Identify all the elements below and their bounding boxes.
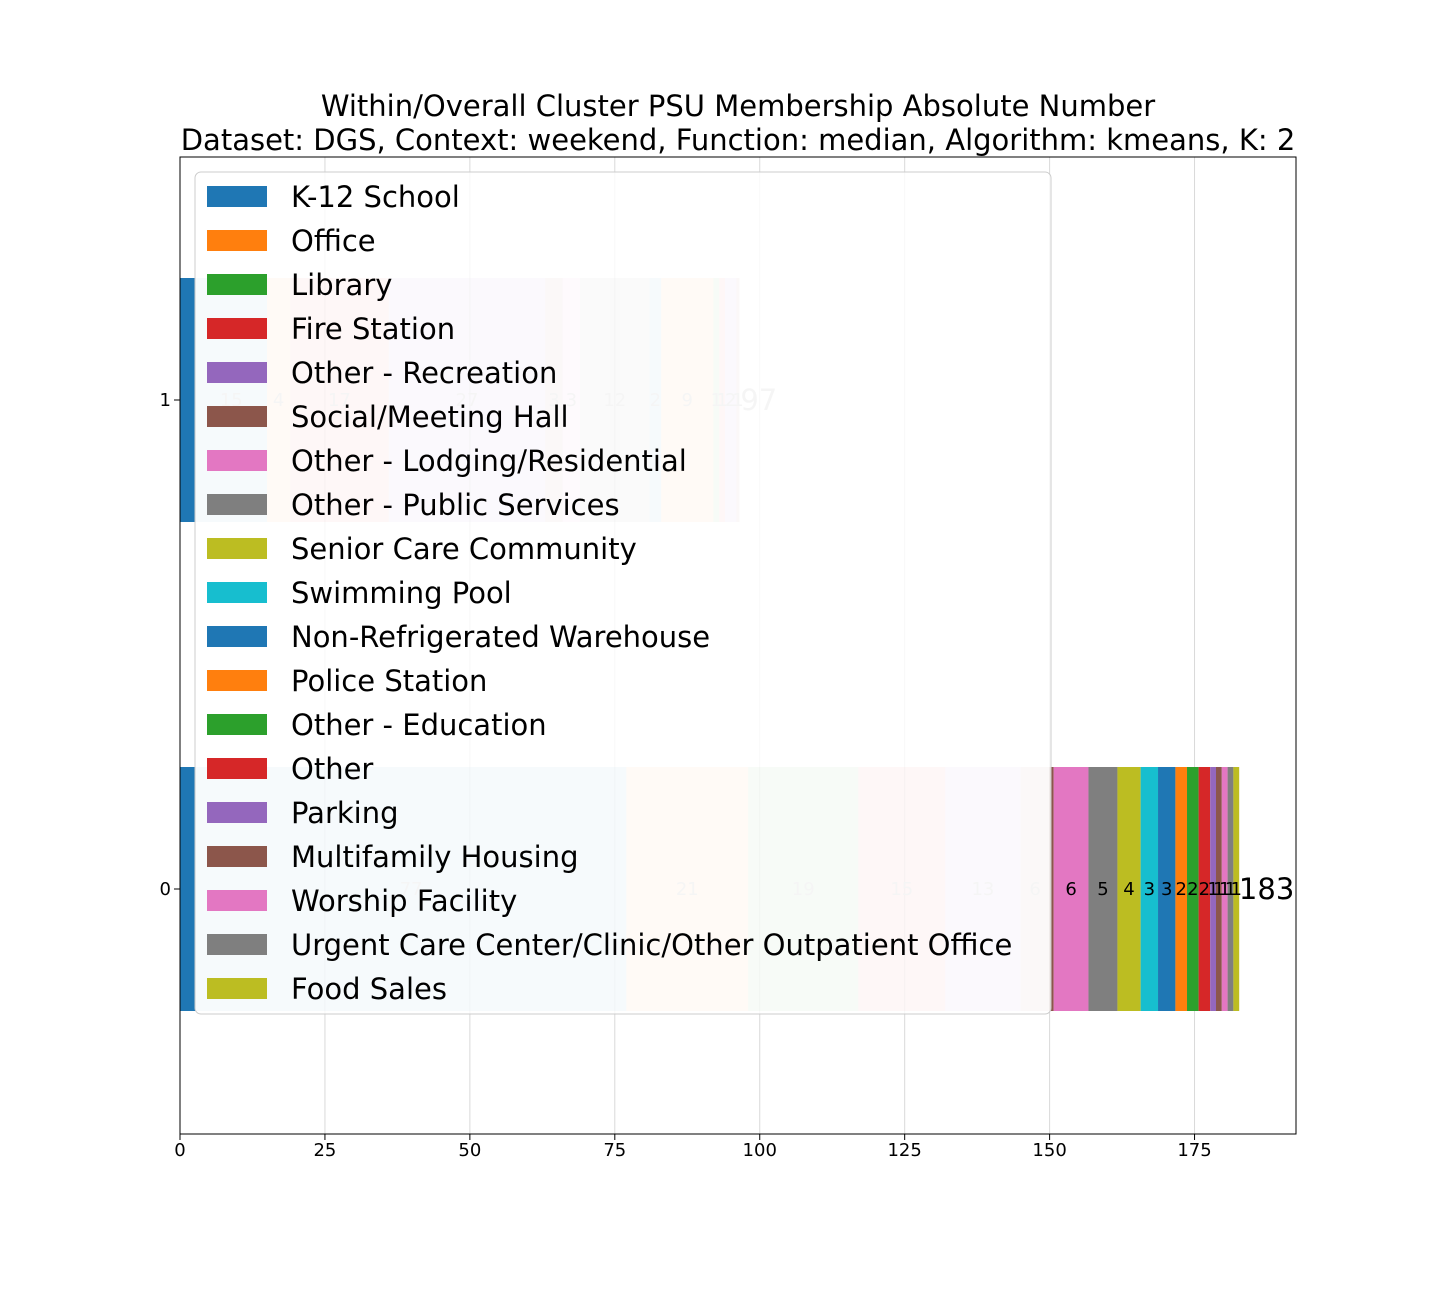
x-tick-label-5: 125: [887, 1140, 921, 1161]
legend-swatch-6: [207, 450, 267, 471]
legend-swatch-17: [207, 934, 267, 955]
legend-swatch-14: [207, 802, 267, 823]
legend-swatch-9: [207, 582, 267, 603]
bar-0-segment-label-18: 1: [1219, 879, 1230, 900]
legend-swatch-3: [207, 318, 267, 339]
legend-swatch-12: [207, 714, 267, 735]
bar-0-segment-0: [180, 767, 196, 1011]
bar-0-segment-12: [1158, 767, 1176, 1011]
bar-0-segment-label-19: 1: [1225, 879, 1236, 900]
bar-0-segment-label-20: 1: [1231, 879, 1242, 900]
legend-label-10: Non-Refrigerated Warehouse: [291, 620, 710, 654]
legend-label-4: Other - Recreation: [291, 356, 557, 390]
legend-swatch-13: [207, 758, 267, 779]
legend-swatch-16: [207, 890, 267, 911]
legend: K-12 School Office Library Fire Station Othe…: [194, 171, 1052, 1015]
legend-swatch-8: [207, 538, 267, 559]
legend-label-18: Food Sales: [291, 972, 447, 1006]
legend-label-15: Multifamily Housing: [291, 840, 579, 874]
bar-0-segment-label-14: 2: [1187, 879, 1198, 900]
legend-swatch-15: [207, 846, 267, 867]
legend-label-2: Library: [291, 268, 392, 302]
bar-0-segment-8: [1053, 767, 1089, 1011]
legend-swatch-1: [207, 230, 267, 251]
legend-swatch-18: [207, 978, 267, 999]
bar-0-segment-20: [1233, 767, 1240, 1011]
legend-label-3: Fire Station: [291, 312, 455, 346]
legend-swatch-11: [207, 670, 267, 691]
legend-label-12: Other - Education: [291, 708, 547, 742]
bar-0-segment-label-9: 5: [1097, 879, 1108, 900]
legend-label-7: Other - Public Services: [291, 488, 620, 522]
bar-0-segment-label-15: 2: [1199, 879, 1210, 900]
y-tick-label-1: 0: [160, 879, 171, 900]
x-tick-label-4: 100: [743, 1140, 777, 1161]
bar-0-segment-18: [1221, 767, 1228, 1011]
bar-0-segment-19: [1227, 767, 1234, 1011]
x-tick-label-0: 0: [174, 1140, 185, 1161]
y-tick-label-0: 1: [160, 390, 171, 411]
legend-label-6: Other - Lodging/Residential: [291, 444, 687, 478]
bar-0-segment-7: [1049, 767, 1054, 1011]
bar-0-segment-9: [1088, 767, 1118, 1011]
bar-0-segment-13: [1175, 767, 1188, 1011]
legend-label-17: Urgent Care Center/Clinic/Other Outpatie…: [291, 928, 1012, 962]
bar-0-segment-15: [1198, 767, 1211, 1011]
legend-label-11: Police Station: [291, 664, 487, 698]
bar-0-segment-label-12: 3: [1161, 879, 1172, 900]
legend-label-8: Senior Care Community: [291, 532, 637, 566]
bar-0-segment-label-11: 3: [1144, 879, 1155, 900]
legend-label-1: Office: [291, 224, 376, 258]
x-tick-label-2: 50: [458, 1140, 481, 1161]
bar-0-segment-label-17: 1: [1213, 879, 1224, 900]
legend-swatch-5: [207, 406, 267, 427]
bar-0-segment-14: [1187, 767, 1199, 1011]
bar-0-segment-16: [1210, 767, 1216, 1011]
legend-label-9: Swimming Pool: [291, 576, 512, 610]
bar-0-segment-17: [1215, 767, 1222, 1011]
legend-box: [194, 171, 1052, 1015]
legend-label-16: Worship Facility: [291, 884, 517, 918]
legend-label-0: K-12 School: [291, 180, 460, 214]
legend-swatch-4: [207, 362, 267, 383]
bar-0-segment-label-13: 2: [1175, 879, 1186, 900]
bar-1-segment-0: [180, 278, 196, 522]
legend-swatch-7: [207, 494, 267, 515]
bar-0-segment-label-8: 6: [1065, 879, 1076, 900]
legend-label-14: Parking: [291, 796, 399, 830]
legend-label-5: Social/Meeting Hall: [291, 400, 569, 434]
bar-0-segment-label-16: 1: [1207, 879, 1218, 900]
legend-swatch-2: [207, 274, 267, 295]
legend-swatch-0: [207, 186, 267, 207]
bar-0-total-label: 183: [1239, 872, 1294, 906]
bar-0-segment-10: [1117, 767, 1141, 1011]
chart-subtitle: Dataset: DGS, Context: weekend, Function…: [181, 123, 1296, 157]
x-tick-label-1: 25: [313, 1140, 336, 1161]
legend-label-13: Other: [291, 752, 373, 786]
x-tick-label-7: 175: [1177, 1140, 1211, 1161]
legend-swatch-10: [207, 626, 267, 647]
x-tick-label-3: 75: [603, 1140, 626, 1161]
bar-0-segment-11: [1140, 767, 1159, 1011]
plot-frame: [179, 156, 1297, 1135]
bar-0-segment-label-10: 4: [1123, 879, 1134, 900]
chart-title: Within/Overall Cluster PSU Membership Ab…: [321, 89, 1155, 123]
x-tick-label-6: 150: [1032, 1140, 1066, 1161]
